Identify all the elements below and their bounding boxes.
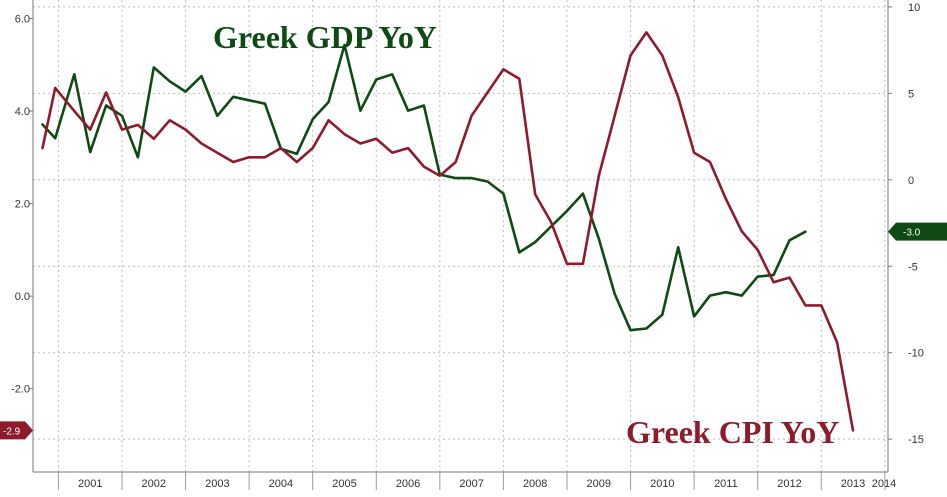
grid [33, 0, 888, 472]
badge-shape [0, 421, 33, 440]
left-tick-label: 0.0 [15, 291, 30, 303]
x-tick-label: 2002 [142, 478, 166, 490]
badge-label: -3.0 [903, 228, 921, 239]
x-tick-label: 2008 [523, 478, 547, 490]
right-tick-label: 10 [908, 2, 920, 14]
tick-labels: 10 5 0 -5 -10 -15 6.0 4.0 2.0 0.0 -2.0 2001 2002 2003… [11, 2, 924, 490]
left-tick-label: 4.0 [15, 106, 30, 118]
x-tick-label: 2006 [396, 478, 420, 490]
x-tick-label: 2014 [872, 478, 896, 490]
last-value-badge-gdp: -3.0 [888, 222, 947, 241]
series-line-cpi [41, 31, 855, 432]
right-tick-label: -10 [908, 348, 924, 360]
badge-label: -2.9 [3, 426, 21, 437]
last-value-badge-cpi: -2.9 [0, 421, 33, 440]
x-tick-label: 2004 [269, 478, 293, 490]
right-tick-label: -5 [908, 261, 918, 273]
x-tick-label: 2003 [205, 478, 229, 490]
right-tick-label: 0 [908, 175, 914, 187]
left-tick-label: 2.0 [15, 199, 30, 211]
x-tick-label: 2013 [841, 478, 865, 490]
x-tick-label: 2005 [332, 478, 356, 490]
right-tick-label: -15 [908, 434, 924, 446]
x-tick-label: 2001 [78, 478, 102, 490]
series-lines [41, 31, 855, 432]
left-tick-label: 6.0 [15, 14, 30, 26]
series-title-gdp: Greek GDP YoY [213, 19, 437, 55]
x-tick-label: 2007 [459, 478, 483, 490]
x-tick-label: 2011 [714, 478, 738, 490]
x-tick-label: 2009 [587, 478, 611, 490]
axes [32, 0, 889, 473]
x-tick-label: 2012 [777, 478, 801, 490]
x-tick-label: 2010 [650, 478, 674, 490]
right-tick-label: 5 [908, 88, 914, 100]
left-tick-label: -2.0 [11, 384, 30, 396]
badge-shape [888, 222, 947, 241]
series-line-gdp [41, 43, 807, 332]
series-title-cpi: Greek CPI YoY [626, 414, 839, 450]
last-value-badges: -3.0 -2.9 [0, 222, 947, 440]
